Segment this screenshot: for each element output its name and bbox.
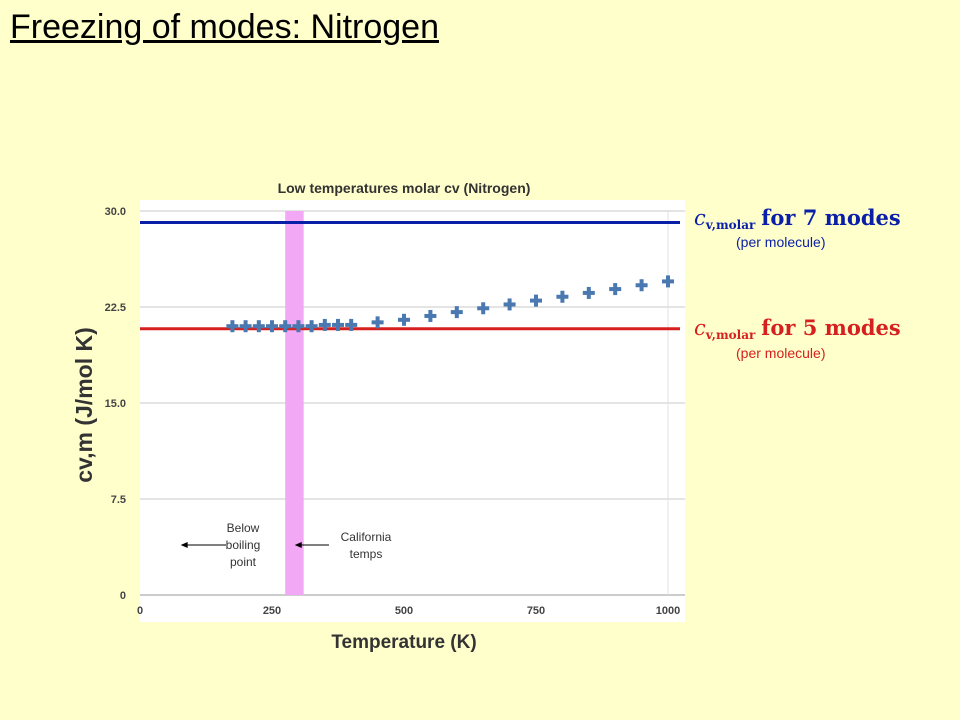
data-point-vbar (402, 313, 406, 326)
data-point-vbar (243, 320, 248, 333)
annotation-line: point (229, 555, 257, 569)
data-point-vbar (322, 318, 327, 331)
x-tick-label: 500 (395, 605, 413, 617)
data-point (318, 318, 331, 331)
data-point-vbar (270, 320, 274, 333)
data-point (609, 283, 622, 296)
data-point-vbar (507, 298, 512, 311)
x-tick-label: 250 (263, 605, 281, 617)
y-tick-label: 22.5 (105, 302, 126, 314)
data-point-vbar (283, 320, 288, 333)
data-markers (226, 275, 674, 333)
data-point (371, 316, 384, 329)
data-point (662, 275, 674, 288)
data-point-vbar (454, 306, 459, 319)
seven-modes-subscript: v,molar (705, 218, 756, 232)
data-point (530, 294, 542, 307)
seven-modes-suffix: for 7 modes (761, 205, 901, 230)
y-axis-label: cv,m (J/mol K) (71, 327, 97, 483)
data-point-vbar (375, 316, 380, 329)
data-point (582, 286, 595, 299)
data-point (345, 318, 358, 331)
data-point (424, 309, 437, 322)
annotation-arrow-head (294, 542, 302, 548)
annotation-line: boiling (225, 538, 261, 552)
data-point-vbar (428, 309, 433, 322)
slide-title: Freezing of modes: Nitrogen (10, 8, 439, 46)
data-point (305, 320, 318, 333)
california-temps-band (285, 211, 304, 595)
y-tick-label: 30.0 (105, 206, 126, 218)
y-tick-label: 15.0 (105, 398, 126, 410)
annotation-line: temps (349, 547, 383, 561)
data-point (332, 318, 344, 331)
data-point-vbar (256, 320, 261, 333)
california-temps-annotation: California temps (326, 529, 406, 563)
y-tick-label: 0 (120, 590, 126, 602)
data-point (239, 320, 252, 333)
five-modes-note: (per molecule) (736, 345, 826, 361)
x-tick-label: 750 (527, 605, 545, 617)
seven-modes-note: (per molecule) (736, 234, 826, 250)
data-point (556, 290, 569, 303)
data-point (503, 298, 516, 311)
data-point-vbar (309, 320, 314, 333)
five-modes-subscript: v,molar (705, 328, 756, 342)
data-point-vbar (639, 279, 644, 292)
seven-modes-symbol: c (694, 206, 706, 230)
data-point-vbar (296, 320, 301, 333)
data-point (226, 320, 239, 333)
y-tick-labels: 0 7.5 15.0 22.5 30.0 (105, 206, 126, 602)
reference-lines (140, 221, 680, 331)
data-point (477, 302, 490, 315)
data-point-vbar (336, 318, 340, 331)
data-point (398, 313, 410, 326)
five-modes-symbol: c (694, 316, 706, 340)
five-modes-suffix: for 5 modes (761, 315, 901, 340)
data-point (292, 320, 305, 333)
annotation-arrows (180, 542, 329, 548)
data-point-vbar (230, 320, 235, 333)
x-tick-label: 1000 (656, 605, 680, 617)
plot-background (140, 200, 685, 622)
x-tick-label: 0 (137, 605, 143, 617)
grid-lines (140, 210, 685, 596)
y-tick-label: 7.5 (111, 494, 126, 506)
x-tick-labels: 0 250 500 750 1000 (137, 605, 680, 617)
data-point-vbar (560, 290, 565, 303)
data-point (635, 279, 648, 292)
data-point-vbar (613, 283, 618, 296)
five-modes-label: cv,molar for 5 modes (694, 315, 901, 342)
annotation-line: California (340, 530, 392, 544)
data-point (252, 320, 265, 333)
data-point-vbar (666, 275, 670, 288)
data-point-vbar (349, 318, 354, 331)
x-axis-label: Temperature (K) (331, 632, 476, 653)
data-point (279, 320, 292, 333)
annotation-arrow-head (180, 542, 188, 548)
seven-modes-label: cv,molar for 7 modes (694, 205, 901, 232)
data-point (450, 306, 463, 319)
data-point (266, 320, 278, 333)
below-boiling-annotation: Below boiling point (218, 520, 268, 571)
data-point-vbar (586, 286, 591, 299)
data-point-vbar (481, 302, 486, 315)
data-point-vbar (534, 294, 538, 307)
chart-title: Low temperatures molar cv (Nitrogen) (278, 180, 531, 196)
annotation-line: Below (226, 521, 260, 535)
